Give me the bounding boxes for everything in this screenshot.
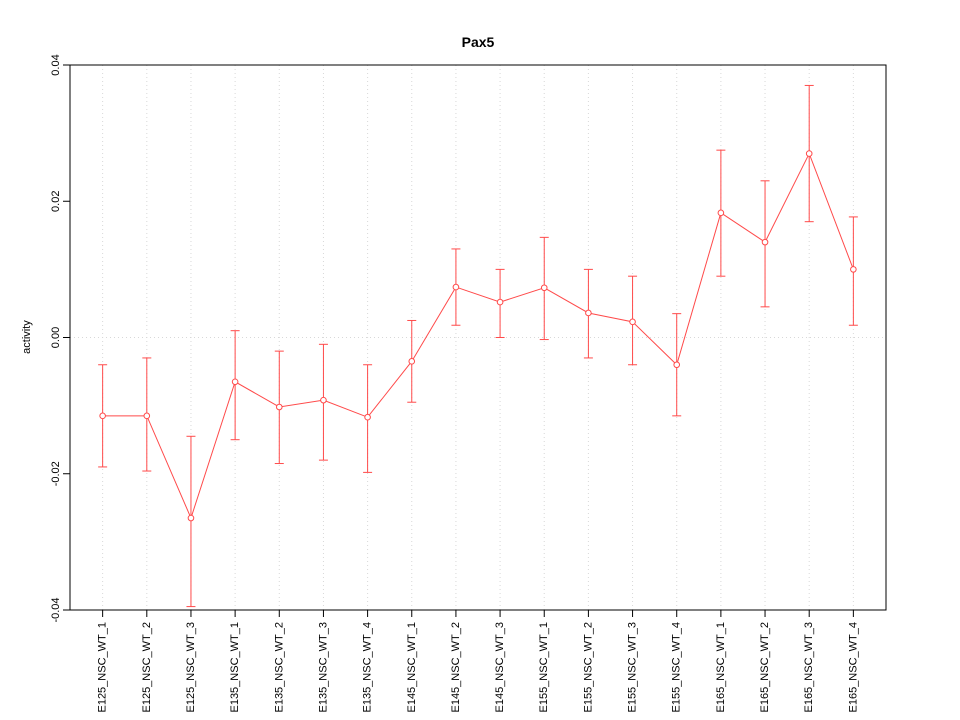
data-point bbox=[850, 266, 857, 273]
data-point bbox=[143, 412, 151, 420]
data-point bbox=[496, 298, 504, 306]
data-point bbox=[99, 412, 106, 420]
x-tick-label: E165_NSC_WT_3 bbox=[803, 622, 815, 713]
x-tick-label: E145_NSC_WT_1 bbox=[406, 622, 418, 713]
x-tick-label: E135_NSC_WT_2 bbox=[273, 622, 285, 713]
y-tick-label: 0.04 bbox=[50, 54, 62, 75]
series-layer bbox=[98, 84, 858, 608]
data-point bbox=[673, 361, 681, 369]
x-tick-label: E155_NSC_WT_2 bbox=[582, 622, 594, 713]
data-point bbox=[187, 514, 195, 522]
data-point bbox=[761, 238, 769, 246]
x-tick-label: E155_NSC_WT_1 bbox=[538, 622, 550, 713]
data-point bbox=[805, 150, 813, 157]
y-tick-label: 0.00 bbox=[50, 327, 62, 348]
x-tick-label: E155_NSC_WT_4 bbox=[671, 622, 683, 713]
x-tick-label: E135_NSC_WT_4 bbox=[362, 622, 374, 713]
x-tick-label: E135_NSC_WT_1 bbox=[229, 622, 241, 713]
x-tick-label: E145_NSC_WT_3 bbox=[494, 622, 506, 713]
data-point bbox=[717, 209, 725, 217]
data-point bbox=[231, 378, 239, 386]
y-tick-label: 0.02 bbox=[50, 191, 62, 212]
x-tick-label: E165_NSC_WT_4 bbox=[847, 622, 859, 713]
x-tick-label: E125_NSC_WT_1 bbox=[97, 622, 109, 713]
x-tick-label: E145_NSC_WT_2 bbox=[450, 622, 462, 713]
series-line bbox=[102, 152, 854, 520]
y-axis-label: activity bbox=[21, 320, 33, 354]
x-tick-label: E135_NSC_WT_3 bbox=[317, 622, 329, 713]
data-point bbox=[320, 396, 327, 404]
x-tick-label: E155_NSC_WT_3 bbox=[627, 622, 639, 713]
data-point bbox=[540, 284, 548, 292]
x-tick-label: E125_NSC_WT_3 bbox=[185, 622, 197, 713]
grid-layer bbox=[70, 65, 886, 610]
data-point bbox=[452, 283, 460, 291]
data-point bbox=[275, 403, 283, 411]
data-point bbox=[629, 318, 636, 326]
y-tick-label: -0.02 bbox=[50, 461, 62, 486]
x-tick-label: E125_NSC_WT_2 bbox=[141, 622, 153, 713]
data-point bbox=[364, 413, 371, 421]
data-point bbox=[585, 309, 592, 317]
axis-layer: -0.04 -0.02 0.00 0.02 0.04 E125_NSC_WT_1 E125_… bbox=[50, 54, 887, 713]
chart-title: Pax5 bbox=[462, 34, 495, 50]
x-tick-label: E165_NSC_WT_1 bbox=[715, 622, 727, 713]
x-tick-label: E165_NSC_WT_2 bbox=[759, 622, 771, 713]
data-point bbox=[408, 358, 416, 365]
y-tick-label: -0.04 bbox=[50, 597, 62, 622]
